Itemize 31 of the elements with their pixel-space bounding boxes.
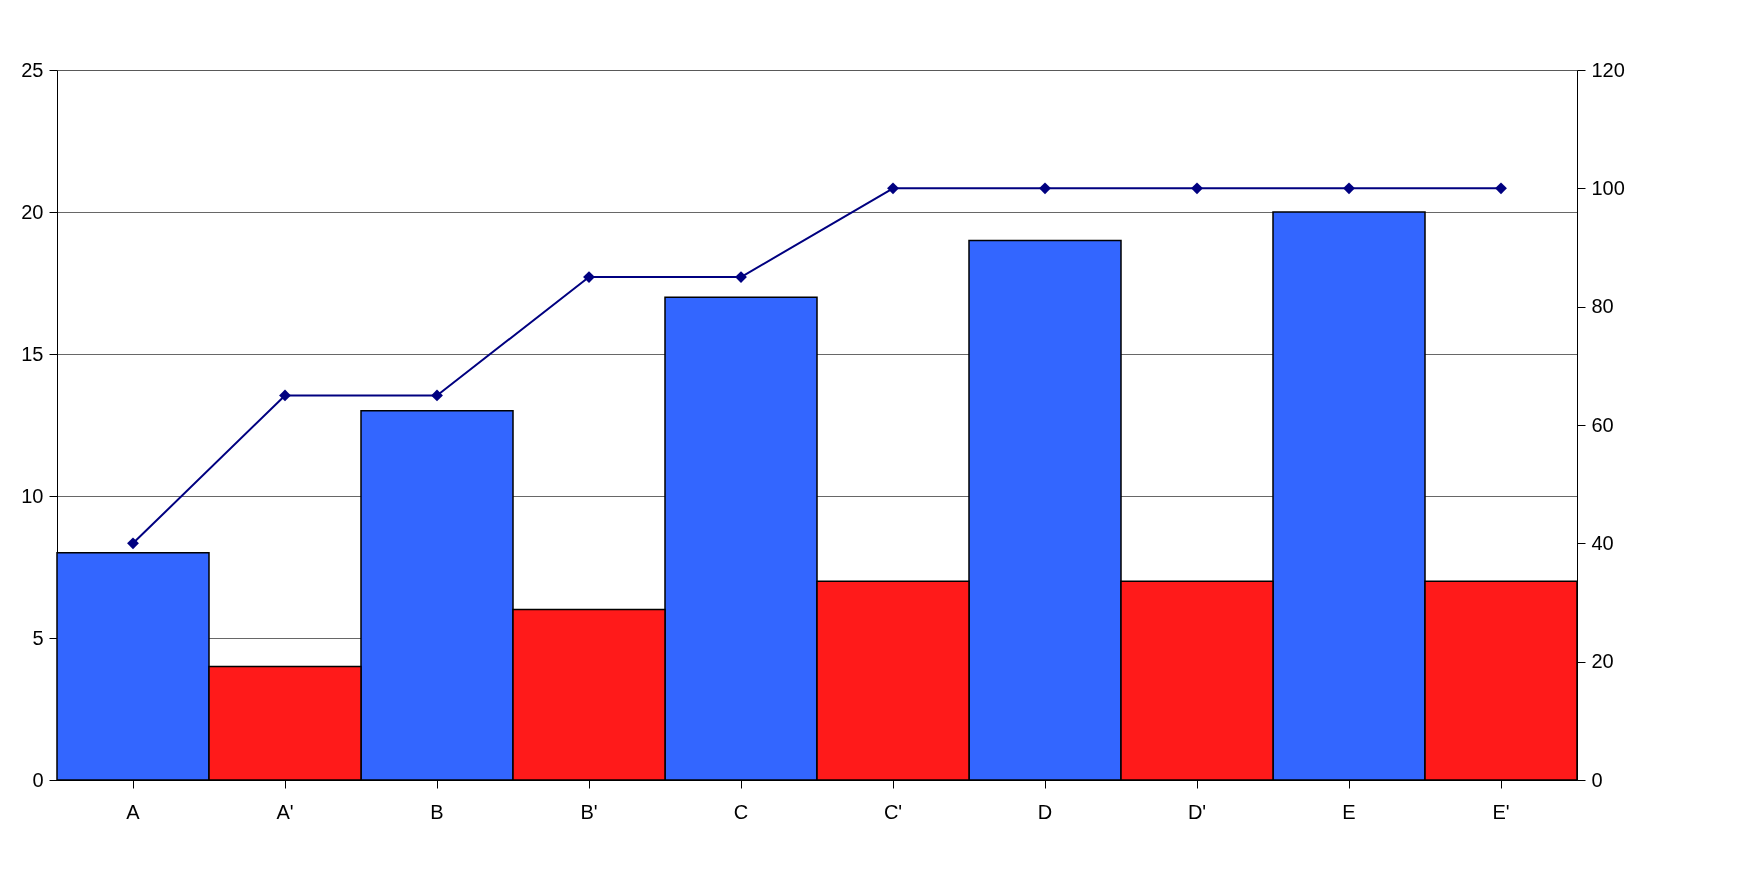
y-tick-label: 20 (21, 200, 44, 223)
x-tick-label: A (126, 800, 141, 823)
y2-tick-label: 20 (1591, 650, 1614, 673)
y-tick-label: 25 (21, 58, 44, 81)
y2-tick-label: 120 (1591, 58, 1625, 81)
point (1343, 182, 1355, 195)
y2-tick-label: 0 (1591, 768, 1603, 791)
y-tick-label: 0 (32, 768, 44, 791)
x-tick-label: C' (883, 800, 903, 823)
y2-tick-label: 100 (1591, 176, 1625, 199)
x-tick-label: C (733, 800, 749, 823)
x-tick-label: B (430, 800, 444, 823)
x-tick-label: E (1342, 800, 1356, 823)
x-tick-label: D' (1187, 800, 1207, 823)
point (127, 537, 139, 550)
y2-tick-label: 60 (1591, 413, 1614, 436)
x-tick-label: E' (1492, 800, 1510, 823)
x-tick-label: B' (580, 800, 598, 823)
x-tick-label: A' (276, 800, 294, 823)
y2-tick-label: 40 (1591, 531, 1614, 554)
point (1039, 182, 1051, 195)
point (1495, 182, 1507, 195)
y-tick-label: 15 (21, 342, 44, 365)
point (1191, 182, 1203, 195)
point (887, 182, 899, 195)
y2-tick-label: 80 (1591, 295, 1614, 318)
point (431, 389, 443, 402)
y-tick-label: 10 (21, 484, 44, 507)
point (279, 389, 291, 402)
x-tick-label: D (1037, 800, 1053, 823)
y-tick-label: 5 (32, 626, 44, 649)
